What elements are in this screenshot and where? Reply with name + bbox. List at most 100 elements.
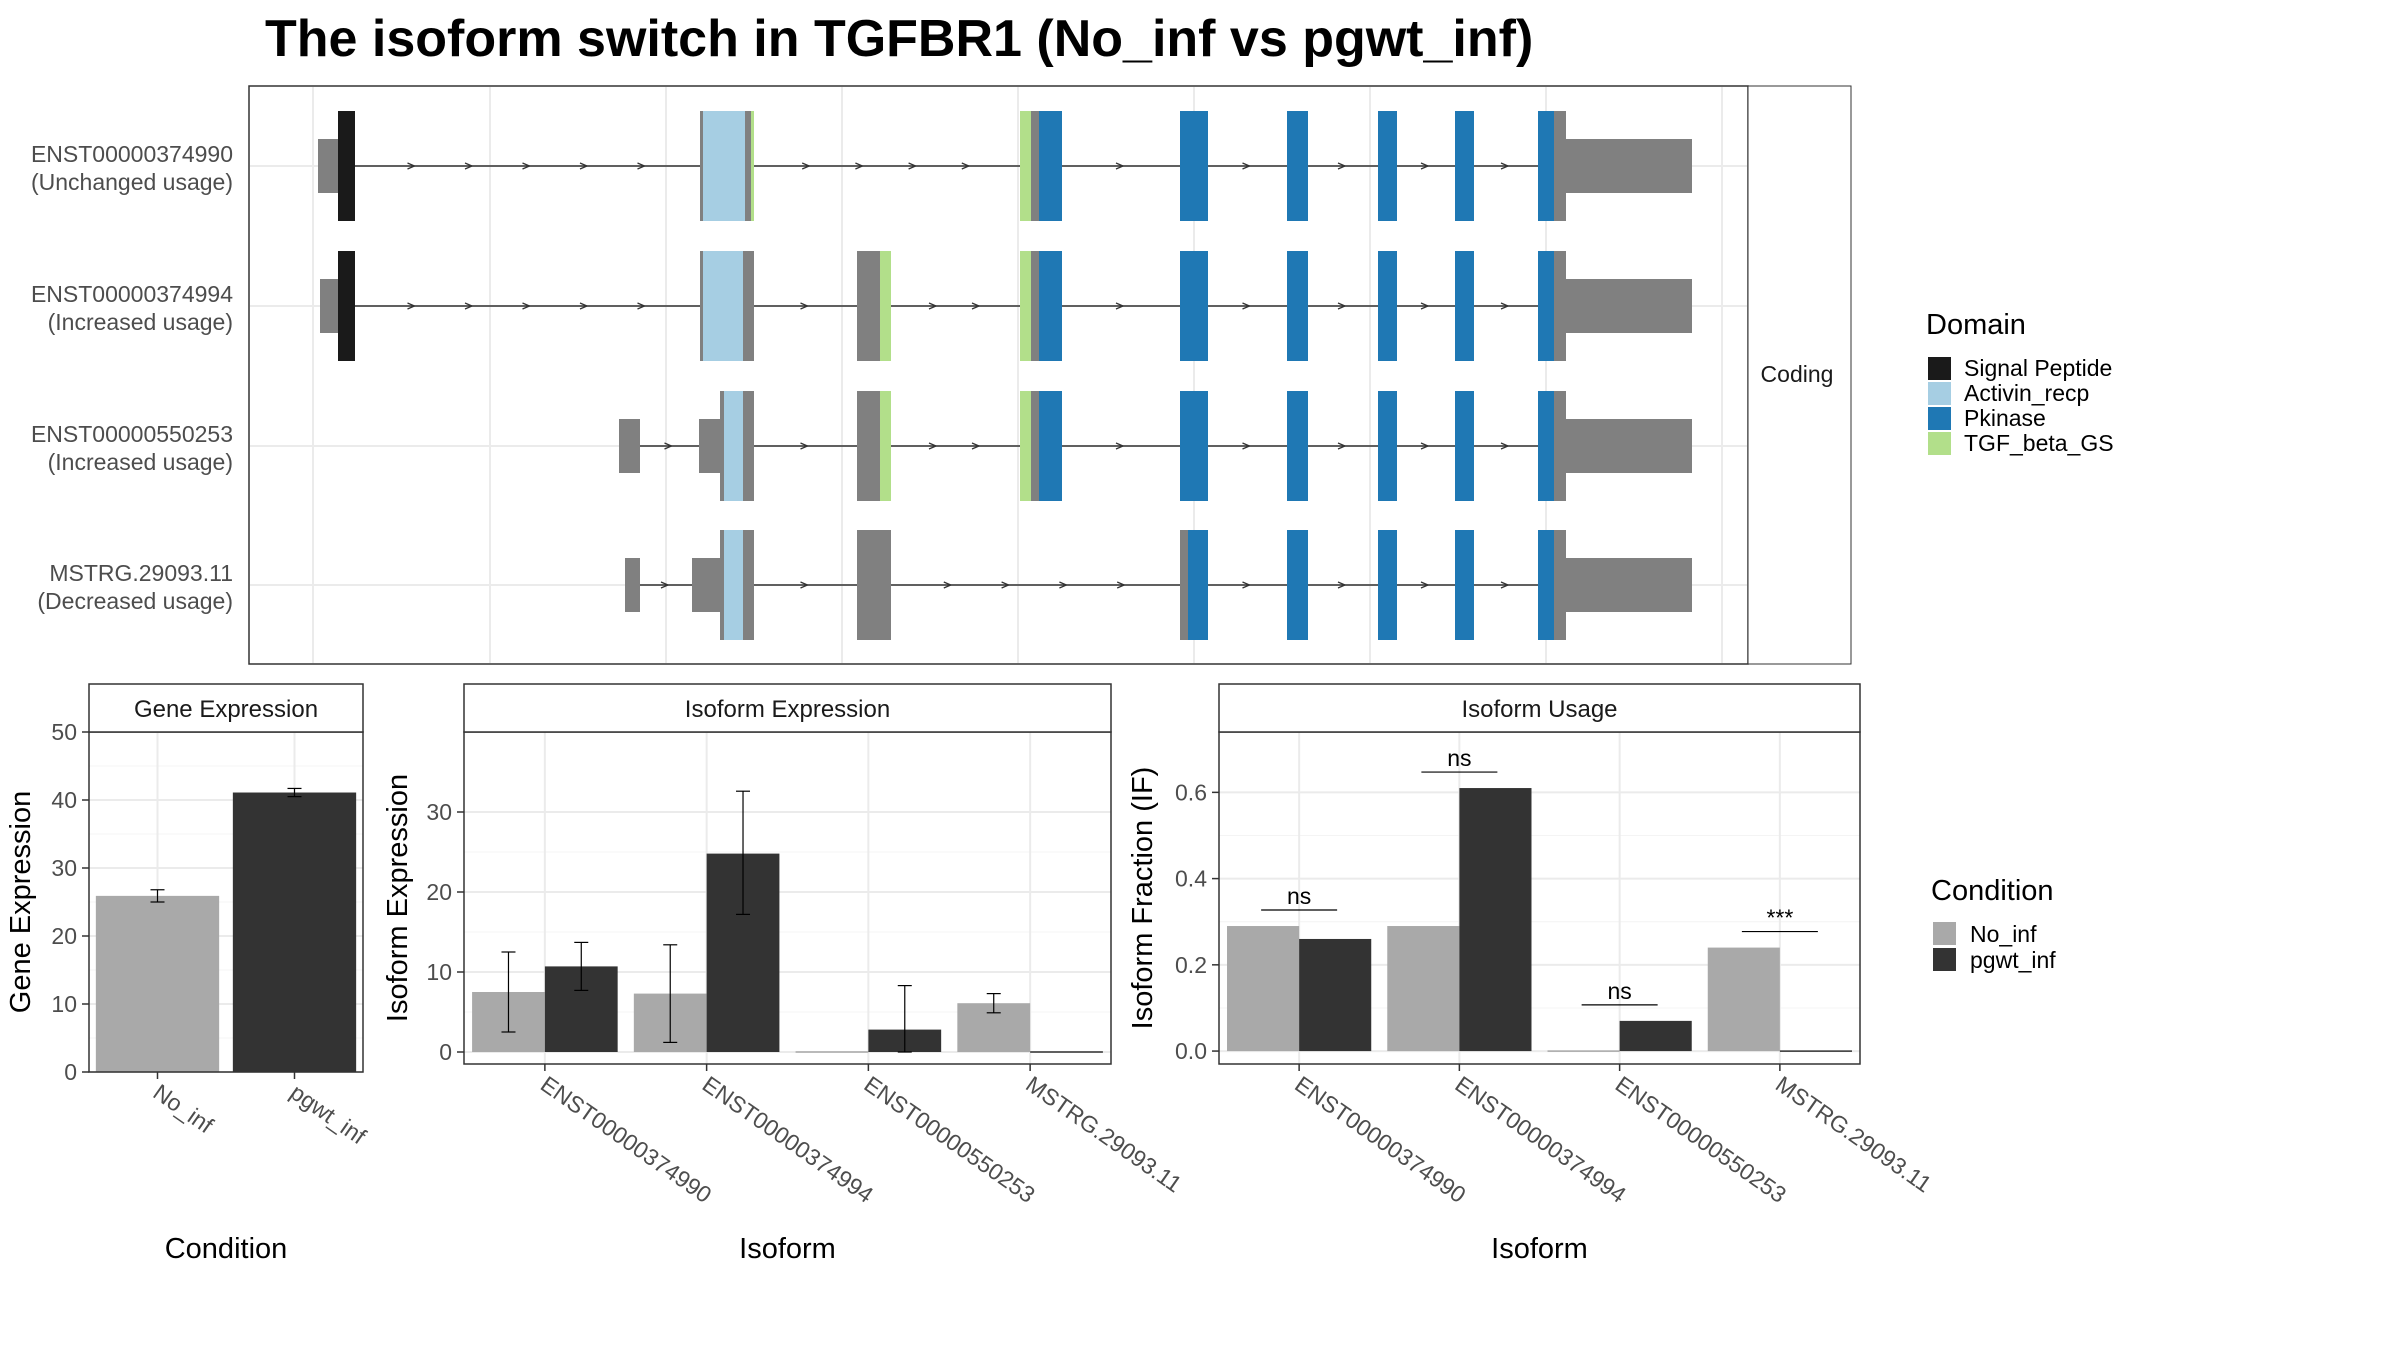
isoform-usage-panel: ns ns ns *** Isoform Usage 0.0 0.2 0.4 0.6 ENST00…	[1127, 683, 1936, 1265]
domain-segment	[1039, 391, 1062, 501]
x-tick-label: MSTRG.29093.11	[1021, 1071, 1186, 1198]
intron-arrow	[637, 162, 647, 170]
domain-segment	[1538, 530, 1554, 640]
domain-segment	[1287, 391, 1308, 501]
intron-arrow	[579, 302, 589, 310]
intron-arrow	[464, 302, 474, 310]
condition-legend-label: No_inf	[1970, 921, 2037, 947]
transcript-usage-label: (Unchanged usage)	[31, 169, 233, 195]
gene-expression-panel: Gene Expression 0 10 20 30 40 50 No_inf pgwt_inf…	[5, 683, 372, 1265]
exon-segment	[700, 251, 703, 361]
bar	[1459, 788, 1532, 1052]
condition-legend-label: pgwt_inf	[1970, 947, 2056, 973]
intron-arrow	[1115, 162, 1125, 170]
facet-strip	[88, 683, 364, 733]
transcript-usage-label: (Increased usage)	[48, 449, 233, 475]
bar	[232, 792, 357, 1072]
domain-segment	[1378, 530, 1397, 640]
intron-arrow	[1337, 162, 1347, 170]
domain-segment	[1538, 111, 1554, 221]
intron-arrow	[1242, 442, 1252, 450]
intron-arrow	[1500, 442, 1510, 450]
domain-legend-label: TGF_beta_GS	[1964, 430, 2114, 456]
intron-arrow	[1420, 442, 1430, 450]
domain-segment	[880, 251, 891, 361]
domain-legend-title: Domain	[1926, 309, 2026, 341]
x-axis-title: Isoform	[739, 1233, 836, 1265]
intron-arrow	[1242, 581, 1252, 589]
domain-segment	[703, 111, 745, 221]
intron-arrow	[1420, 302, 1430, 310]
significance-label: ns	[1287, 883, 1311, 909]
x-axis-title: Condition	[165, 1233, 288, 1265]
intron-arrow	[908, 162, 918, 170]
exon-segment	[320, 279, 338, 333]
domain-segment	[1039, 111, 1062, 221]
facet-strip	[463, 683, 1112, 733]
domain-segment	[1287, 111, 1308, 221]
domain-segment	[1378, 391, 1397, 501]
intron-arrow	[637, 302, 647, 310]
domain-segment	[1039, 251, 1062, 361]
intron-arrow	[1500, 162, 1510, 170]
exon-segment	[720, 391, 724, 501]
intron-arrow	[1115, 442, 1125, 450]
domain-legend-swatch	[1928, 432, 1951, 455]
intron-arrow	[522, 302, 532, 310]
domain-segment	[1455, 111, 1474, 221]
bar	[1299, 938, 1372, 1052]
domain-segment	[1020, 391, 1031, 501]
x-tick-label: MSTRG.29093.11	[1771, 1071, 1936, 1198]
intron-arrow	[1500, 581, 1510, 589]
exon-segment	[700, 111, 703, 221]
x-tick-label: pgwt_inf	[286, 1079, 372, 1150]
intron-arrow	[1001, 581, 1011, 589]
y-tick-label: 0.4	[1175, 866, 1207, 892]
exon-segment	[692, 558, 720, 612]
domain-segment	[1020, 111, 1031, 221]
x-tick-label: ENST00000374990	[1290, 1071, 1470, 1208]
exon-segment	[1566, 139, 1692, 193]
domain-segment	[338, 251, 355, 361]
intron-arrow	[1059, 581, 1069, 589]
intron-arrow	[800, 442, 810, 450]
exon-segment	[1180, 530, 1188, 640]
x-tick-label: ENST00000374994	[1451, 1071, 1632, 1208]
transcript-id-label: ENST00000550253	[31, 421, 233, 447]
exon-segment	[1566, 279, 1692, 333]
exon-segment	[1031, 111, 1039, 221]
exon-segment	[1566, 558, 1692, 612]
structure-panel-border	[248, 85, 1749, 665]
intron-arrow	[1500, 302, 1510, 310]
transcript-id-label: MSTRG.29093.11	[49, 560, 233, 586]
domain-segment	[751, 111, 754, 221]
bar	[1707, 947, 1780, 1052]
domain-segment	[1378, 111, 1397, 221]
domain-legend-label: Pkinase	[1964, 405, 2046, 431]
exon-segment	[625, 558, 640, 612]
intron-arrow	[801, 162, 811, 170]
intron-arrow	[1420, 162, 1430, 170]
transcript-usage-label: (Increased usage)	[48, 309, 233, 335]
figure-title: The isoform switch in TGFBR1 (No_inf vs …	[265, 10, 1533, 68]
intron-arrow	[522, 162, 532, 170]
domain-legend-swatch	[1928, 407, 1951, 430]
domain-segment	[1180, 111, 1208, 221]
facet-strip-label: Isoform Usage	[1461, 696, 1617, 723]
y-tick-label: 0.2	[1175, 952, 1207, 978]
exon-segment	[743, 530, 754, 640]
significance-label: ***	[1766, 905, 1793, 931]
domain-segment	[1287, 530, 1308, 640]
domain-segment	[1455, 391, 1474, 501]
domain-segment	[1188, 530, 1208, 640]
intron-arrow	[407, 302, 417, 310]
intron-arrow	[1242, 302, 1252, 310]
domain-legend-swatch	[1928, 382, 1951, 405]
intron-arrow	[1116, 581, 1126, 589]
domain-segment	[1538, 391, 1554, 501]
intron-arrow	[664, 442, 674, 450]
y-tick-label: 0	[439, 1039, 452, 1065]
facet-label-coding: Coding	[1761, 361, 1834, 387]
